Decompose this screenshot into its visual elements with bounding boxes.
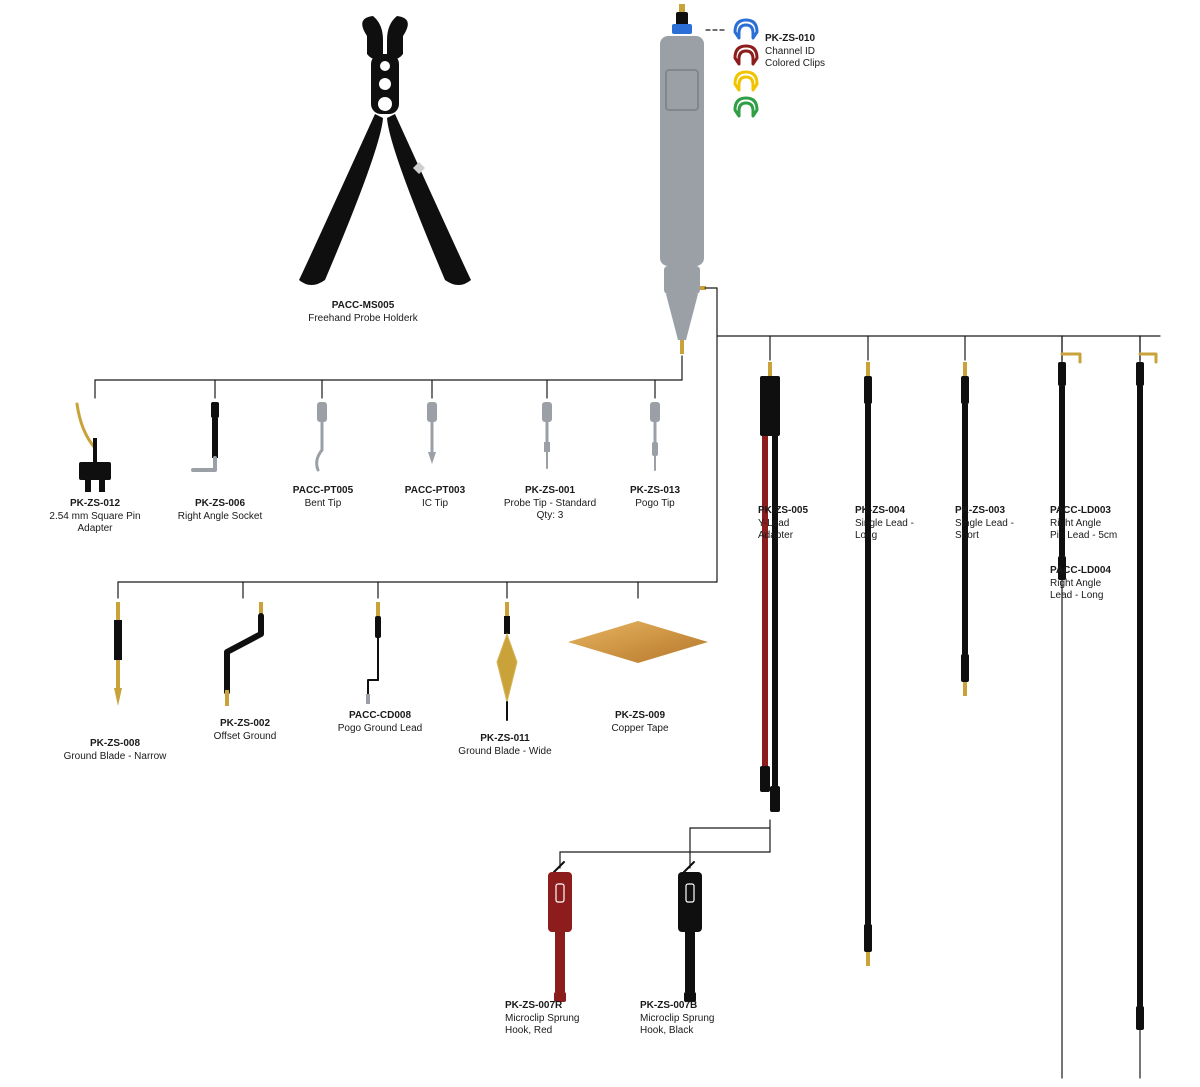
wires-ground-row [118,288,717,598]
diagram-svg [0,0,1200,1087]
label-lead_ld004: PACC-LD004Right Angle Lead - Long [1050,565,1111,603]
label-gnd_cd008: PACC-CD008Pogo Ground Lead [325,710,435,735]
part-desc: Probe Tip - Standard Qty: 3 [495,498,605,523]
part-number: PK-ZS-003 [955,505,1014,518]
label-clip_b: PK-ZS-007BMicroclip Sprung Hook, Black [640,1000,714,1038]
part-desc: Single Lead - Long [855,518,914,543]
part-desc: Y-Lead Adapter [758,518,808,543]
label-lead_ld003: PACC-LD003Right Angle Pin Lead - 5cm [1050,505,1117,543]
part-desc: Right Angle Lead - Long [1050,578,1111,603]
part-desc: Microclip Sprung Hook, Black [640,1013,714,1038]
part-number: PK-ZS-008 [60,738,170,751]
colored-clips [706,20,757,116]
label-tip_012: PK-ZS-0122.54 mm Square Pin Adapter [45,498,145,536]
part-number: PACC-PT005 [278,485,368,498]
part-desc: Bent Tip [278,498,368,511]
part-desc: IC Tip [390,498,480,511]
part-desc: Channel ID Colored Clips [765,46,825,71]
label-tip_pt005: PACC-PT005Bent Tip [278,485,368,510]
ground-items [114,602,708,720]
tip-items [77,402,658,492]
wires-tip-row [95,356,682,398]
part-desc: Microclip Sprung Hook, Red [505,1013,579,1038]
part-number: PACC-LD004 [1050,565,1111,578]
label-gnd_011: PK-ZS-011Ground Blade - Wide [450,733,560,758]
part-desc: Right Angle Pin Lead - 5cm [1050,518,1117,543]
part-desc: Right Angle Socket [170,511,270,524]
label-tip_013: PK-ZS-013Pogo Tip [610,485,700,510]
lead-items [760,354,1156,1030]
label-tip_pt003: PACC-PT003IC Tip [390,485,480,510]
part-number: PK-ZS-005 [758,505,808,518]
part-desc: 2.54 mm Square Pin Adapter [45,511,145,536]
wires-microclips [560,820,770,868]
label-clip_r: PK-ZS-007RMicroclip Sprung Hook, Red [505,1000,579,1038]
part-desc: Ground Blade - Narrow [60,751,170,764]
part-desc: Pogo Tip [610,498,700,511]
microclip-items [548,862,702,1002]
part-number: PK-ZS-004 [855,505,914,518]
part-number: PK-ZS-013 [610,485,700,498]
label-gnd_002: PK-ZS-002Offset Ground [195,718,295,743]
label-gnd_008: PK-ZS-008Ground Blade - Narrow [60,738,170,763]
label-clips: PK-ZS-010Channel ID Colored Clips [765,33,825,71]
label-lead_004: PK-ZS-004Single Lead - Long [855,505,914,543]
part-number: PK-ZS-010 [765,33,825,46]
part-number: PACC-PT003 [390,485,480,498]
label-tip_006: PK-ZS-006Right Angle Socket [170,498,270,523]
part-desc: Pogo Ground Lead [325,723,435,736]
freehand-probe-holder [299,16,471,285]
part-desc: Copper Tape [590,723,690,736]
part-number: PK-ZS-007R [505,1000,579,1013]
part-number: PK-ZS-007B [640,1000,714,1013]
wires-leads [717,288,1160,1078]
part-desc: Freehand Probe Holderk [308,313,418,326]
part-desc: Offset Ground [195,731,295,744]
part-number: PK-ZS-009 [590,710,690,723]
part-number: PK-ZS-001 [495,485,605,498]
part-desc: Ground Blade - Wide [450,746,560,759]
part-number: PK-ZS-006 [170,498,270,511]
diagram-stage: PACC-MS005Freehand Probe Holderk PK-ZS-01… [0,0,1200,1087]
part-number: PACC-MS005 [308,300,418,313]
part-number: PACC-LD003 [1050,505,1117,518]
label-lead_003: PK-ZS-003Single Lead - Short [955,505,1014,543]
label-holder: PACC-MS005Freehand Probe Holderk [308,300,418,325]
label-lead_005: PK-ZS-005Y-Lead Adapter [758,505,808,543]
part-desc: Single Lead - Short [955,518,1014,543]
part-number: PACC-CD008 [325,710,435,723]
label-gnd_009: PK-ZS-009Copper Tape [590,710,690,735]
label-tip_001: PK-ZS-001Probe Tip - Standard Qty: 3 [495,485,605,523]
part-number: PK-ZS-002 [195,718,295,731]
probe-body [660,4,706,354]
part-number: PK-ZS-012 [45,498,145,511]
part-number: PK-ZS-011 [450,733,560,746]
